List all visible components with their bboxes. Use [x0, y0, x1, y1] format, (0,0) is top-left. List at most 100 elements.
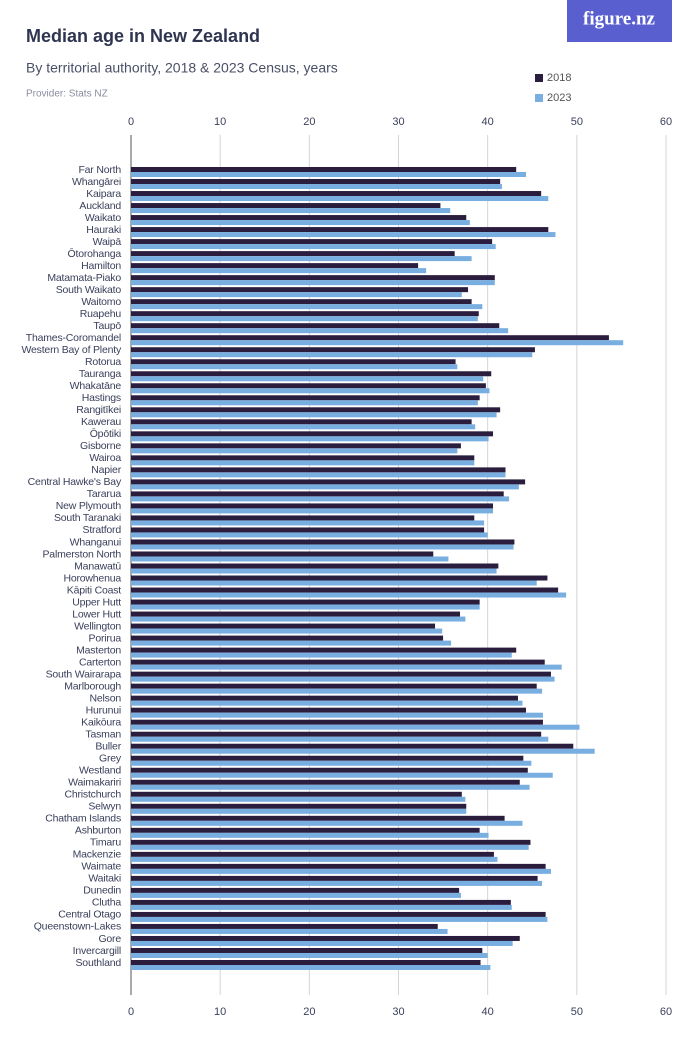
bar — [131, 527, 485, 533]
bar — [131, 412, 497, 418]
bar — [131, 184, 502, 190]
y-tick-label: Grey — [99, 753, 122, 765]
bar — [131, 844, 529, 850]
bar — [131, 239, 493, 245]
bar — [131, 863, 546, 869]
bar — [131, 719, 543, 725]
y-tick-label: Nelson — [90, 692, 122, 704]
y-tick-label: Queenstown-Lakes — [34, 921, 121, 933]
bar — [131, 352, 533, 358]
bar — [131, 736, 549, 742]
bar — [131, 256, 472, 262]
bar — [131, 323, 500, 329]
bar — [131, 580, 537, 586]
y-tick-label: Stratford — [83, 524, 122, 536]
y-tick-label: Wairoa — [89, 452, 121, 464]
y-tick-label: South Waikato — [56, 284, 122, 296]
x-tick-label: 10 — [214, 116, 226, 128]
y-tick-label: Waipā — [93, 236, 122, 248]
y-tick-label: Timaru — [90, 837, 121, 849]
bar — [131, 263, 419, 269]
y-tick-label: Tararua — [87, 488, 122, 500]
bar — [131, 659, 545, 665]
y-tick-label: Taupō — [93, 320, 121, 332]
bar — [131, 424, 476, 430]
bar — [131, 923, 438, 929]
bar — [131, 191, 542, 197]
bar — [131, 208, 451, 214]
legend-swatch — [535, 94, 543, 102]
y-tick-label: Waikato — [85, 212, 121, 224]
bar — [131, 960, 481, 965]
y-tick-label: Kaikōura — [81, 716, 121, 728]
bar — [131, 167, 517, 172]
bar — [131, 503, 494, 509]
bar — [131, 460, 475, 466]
y-tick-label: Kaipara — [86, 188, 121, 200]
y-tick-label: Westland — [79, 765, 121, 777]
bar — [131, 544, 514, 550]
bar — [131, 851, 494, 857]
bar — [131, 388, 490, 394]
bar — [131, 796, 466, 802]
bar — [131, 755, 524, 761]
y-tick-label: Central Hawke's Bay — [28, 476, 122, 488]
y-tick-label: Western Bay of Plenty — [22, 344, 122, 356]
bar — [131, 928, 448, 934]
y-tick-label: Ōpōtiki — [90, 428, 121, 440]
bar — [131, 179, 501, 185]
y-tick-label: South Wairarapa — [46, 668, 122, 680]
bar — [131, 251, 455, 257]
bar — [131, 436, 489, 442]
bar — [131, 467, 506, 473]
bar — [131, 455, 475, 461]
y-tick-label: Hastings — [82, 392, 121, 404]
bar — [131, 779, 520, 785]
bar — [131, 791, 462, 797]
bar — [131, 772, 553, 778]
x-tick-label: 0 — [128, 1006, 134, 1018]
x-tick-label: 20 — [303, 1006, 315, 1018]
bar — [131, 287, 469, 293]
bar — [131, 875, 538, 881]
bar — [131, 688, 543, 694]
bar — [131, 311, 479, 317]
logo: figure.nz — [583, 8, 656, 29]
bar — [131, 244, 496, 250]
y-tick-label: Upper Hutt — [72, 596, 121, 608]
bar — [131, 616, 466, 622]
y-tick-label: Matamata-Piako — [47, 272, 121, 284]
bar — [131, 520, 485, 526]
y-tick-label: Hamilton — [81, 260, 121, 272]
bar — [131, 383, 486, 389]
bar — [131, 695, 518, 701]
y-tick-label: Hurunui — [86, 704, 121, 716]
x-tick-label: 30 — [392, 116, 404, 128]
x-tick-label: 50 — [571, 1006, 583, 1018]
bar — [131, 880, 543, 886]
y-tick-label: Auckland — [79, 200, 121, 212]
y-tick-label: Wellington — [74, 620, 121, 632]
bar — [131, 899, 511, 905]
bar — [131, 647, 517, 653]
bar — [131, 887, 460, 893]
bar — [131, 623, 436, 629]
bar — [131, 340, 624, 346]
y-tick-label: Southland — [76, 957, 122, 969]
bar — [131, 640, 452, 646]
y-tick-label: Gore — [98, 933, 121, 945]
legend-label: 2023 — [547, 92, 571, 104]
bar — [131, 292, 462, 298]
y-tick-label: Kawerau — [81, 416, 121, 428]
bar — [131, 808, 467, 814]
y-tick-label: Invercargill — [73, 945, 121, 957]
bar — [131, 676, 555, 682]
y-tick-label: Whakatāne — [70, 380, 122, 392]
logo-box — [567, 0, 672, 42]
y-tick-label: Thames-Coromandel — [26, 332, 121, 344]
bar — [131, 599, 480, 605]
bar — [131, 911, 546, 917]
x-tick-label: 0 — [128, 116, 134, 128]
bar — [131, 707, 527, 713]
bar — [131, 532, 488, 538]
